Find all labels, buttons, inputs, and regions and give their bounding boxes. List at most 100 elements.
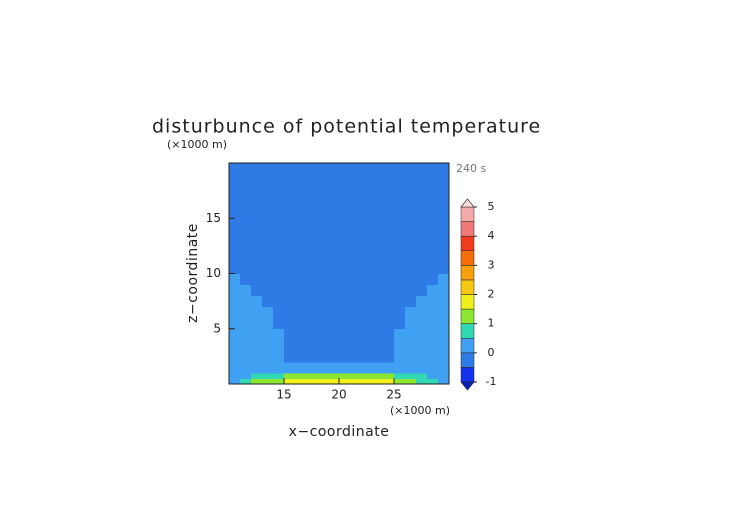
contour-cell — [427, 240, 439, 252]
contour-cell — [438, 273, 450, 285]
contour-cell — [262, 295, 274, 308]
contour-cell — [438, 295, 450, 308]
contour-cell — [251, 174, 263, 186]
contour-cell — [273, 295, 285, 308]
contour-cell — [372, 273, 384, 285]
contour-cell — [284, 295, 296, 308]
contour-cell — [295, 251, 307, 263]
contour-cell — [251, 240, 263, 252]
contour-cell — [240, 207, 252, 219]
contour-cell — [339, 185, 351, 197]
contour-cell — [273, 196, 285, 208]
contour-cell — [405, 163, 417, 175]
contour-cell — [427, 317, 439, 330]
contour-cell — [372, 185, 384, 197]
colorbar-tick-label: 3 — [488, 258, 495, 271]
contour-cell — [438, 174, 450, 186]
contour-cell — [383, 378, 395, 385]
contour-cell — [405, 306, 417, 319]
contour-cell — [317, 350, 329, 363]
contour-cell — [438, 317, 450, 330]
contour-cell — [339, 372, 351, 379]
contour-cell — [438, 378, 450, 385]
contour-cell — [240, 251, 252, 263]
contour-cell — [284, 367, 296, 374]
contour-cell — [306, 350, 318, 363]
contour-cell — [427, 251, 439, 263]
time-annotation: 240 s — [456, 162, 486, 175]
contour-cell — [361, 361, 373, 368]
contour-cell — [350, 339, 362, 352]
contour-cell — [339, 251, 351, 263]
colorbar-under-arrow — [460, 381, 475, 391]
contour-cell — [350, 350, 362, 363]
contour-cell — [350, 367, 362, 374]
contour-cell — [273, 174, 285, 186]
contour-cell — [295, 372, 307, 379]
contour-cell — [339, 350, 351, 363]
contour-cell — [284, 218, 296, 230]
contour-cell — [383, 295, 395, 308]
x-axis-label: x−coordinate — [289, 424, 390, 440]
contour-cell — [361, 229, 373, 241]
contour-cell — [262, 240, 274, 252]
contour-cell — [295, 306, 307, 319]
contour-cell — [328, 361, 340, 368]
contour-cell — [295, 328, 307, 341]
contour-cell — [383, 163, 395, 175]
contour-cell — [251, 229, 263, 241]
contour-cell — [273, 207, 285, 219]
contour-cell — [339, 317, 351, 330]
contour-cell — [438, 367, 450, 374]
contour-cell — [427, 196, 439, 208]
contour-cell — [405, 367, 417, 374]
contour-cell — [383, 317, 395, 330]
contour-cell — [306, 295, 318, 308]
contour-cell — [317, 317, 329, 330]
contour-cell — [427, 273, 439, 285]
contour-cell — [262, 196, 274, 208]
contour-cell — [405, 251, 417, 263]
contour-cell — [394, 262, 406, 274]
colorbar-tick-label: 1 — [488, 317, 495, 330]
contour-cell — [317, 361, 329, 368]
contour-cell — [416, 185, 428, 197]
colorbar-over-arrow — [460, 198, 475, 208]
contour-cell — [328, 240, 340, 252]
contour-cell — [306, 317, 318, 330]
contour-cell — [427, 339, 439, 352]
contour-cell — [251, 378, 263, 385]
contour-cell — [339, 196, 351, 208]
contour-cell — [372, 251, 384, 263]
contour-cell — [295, 207, 307, 219]
contour-cell — [438, 339, 450, 352]
contour-cell — [416, 350, 428, 363]
contour-cell — [394, 174, 406, 186]
contour-cell — [328, 251, 340, 263]
contour-cell — [438, 284, 450, 296]
contour-cell — [317, 367, 329, 374]
contour-cell — [339, 229, 351, 241]
contour-cell — [383, 367, 395, 374]
contour-cell — [361, 196, 373, 208]
contour-cell — [427, 163, 439, 175]
contour-cell — [438, 328, 450, 341]
contour-cell — [273, 284, 285, 296]
contour-cell — [405, 218, 417, 230]
contour-cell — [262, 174, 274, 186]
contour-cell — [262, 350, 274, 363]
contour-cell — [372, 174, 384, 186]
colorbar-tick-label: -1 — [486, 375, 497, 388]
contour-cell — [438, 229, 450, 241]
contour-cell — [361, 295, 373, 308]
contour-cell — [383, 273, 395, 285]
contour-cell — [306, 372, 318, 379]
contour-cell — [229, 295, 241, 308]
contour-cell — [262, 339, 274, 352]
contour-cell — [350, 317, 362, 330]
contour-cell — [405, 328, 417, 341]
contour-cell — [361, 174, 373, 186]
contour-cell — [295, 378, 307, 385]
y-tick-label: 5 — [213, 321, 221, 335]
contour-cell — [394, 284, 406, 296]
